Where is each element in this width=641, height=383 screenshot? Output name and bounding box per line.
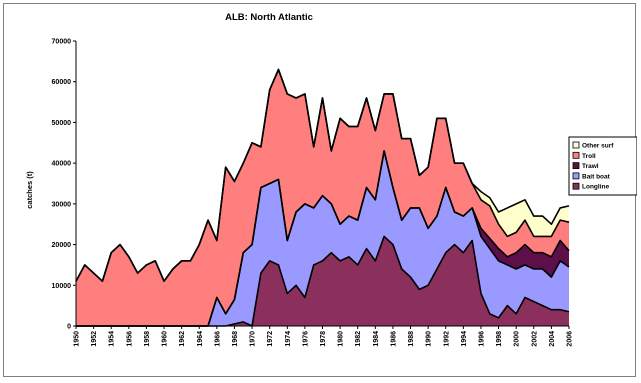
axes: 0 10000 20000 30000 40000 50000 60000 70000 1950… [52, 39, 574, 347]
x-tick-label: 1984 [373, 331, 380, 347]
area-troll [76, 69, 569, 326]
y-tick-label: 10000 [52, 283, 72, 290]
legend-swatch-other-surf [572, 141, 580, 149]
x-tick-label: 1986 [390, 331, 397, 347]
x-tick-label: 1974 [285, 331, 292, 347]
x-tick-label: 1968 [232, 331, 239, 347]
x-tick-label: 1966 [214, 331, 221, 347]
x-tick-label: 1950 [74, 331, 81, 347]
y-tick-label: 70000 [52, 39, 72, 46]
legend-swatch-longline [572, 182, 580, 190]
series-line-other-surf [75, 68, 570, 283]
x-tick-label: 2006 [567, 331, 574, 347]
x-tick-label: 1988 [408, 331, 415, 347]
x-tick-label: 1976 [302, 331, 309, 347]
x-tick-label: 1970 [250, 331, 257, 347]
x-tick-label: 2004 [549, 331, 556, 347]
x-tick-label: 1960 [162, 331, 169, 347]
x-tick-label: 1952 [91, 331, 98, 347]
stacked-areas [75, 68, 570, 327]
x-tick-label: 1982 [355, 331, 362, 347]
chart-title: ALB: North Atlantic [225, 12, 313, 23]
x-tick-label: 1990 [426, 331, 433, 347]
legend-label-other-surf: Other surf [582, 143, 614, 150]
x-tick-label: 1958 [144, 331, 151, 347]
x-tick-label: 1972 [267, 331, 274, 347]
legend-label-troll: Troll [582, 153, 596, 160]
legend-label-bait-boat: Bait boat [582, 173, 611, 180]
y-tick-label: 50000 [52, 120, 72, 127]
x-tick-label: 1980 [338, 331, 345, 347]
y-tick-label: 20000 [52, 242, 72, 249]
x-tick-label: 1964 [197, 331, 204, 347]
legend-swatch-troll [572, 151, 580, 159]
area-bait-boat [76, 150, 569, 326]
x-tick-label: 1954 [109, 331, 116, 347]
y-tick-label: 40000 [52, 161, 72, 168]
y-tick-label: 0 [67, 324, 71, 331]
x-tick-label: 1956 [126, 331, 133, 347]
x-tick-label: 1996 [478, 331, 485, 347]
x-tick-label: 1998 [496, 331, 503, 347]
x-tick-label: 1978 [320, 331, 327, 347]
x-tick-label: 2000 [514, 331, 521, 347]
x-tick-label: 1962 [179, 331, 186, 347]
y-tick-label: 30000 [52, 201, 72, 208]
legend-swatch-bait-boat [572, 172, 580, 180]
x-tick-label: 1994 [461, 331, 468, 347]
legend-box [568, 136, 637, 196]
area-longline [76, 236, 569, 326]
legend-label-trawl: Trawl [582, 163, 599, 170]
x-tick-label: 2002 [531, 331, 538, 347]
legend-label-longline: Longline [582, 184, 609, 191]
y-axis-label: catches (t) [25, 171, 34, 209]
chart-frame: ALB: North Atlantic catches (t) 0 10000 20… [3, 3, 637, 377]
legend: Other surf Troll Trawl Bait boat Longline [568, 136, 637, 196]
chart-svg: ALB: North Atlantic catches (t) 0 10000 20… [25, 12, 637, 347]
y-tick-label: 60000 [52, 79, 72, 86]
x-tick-label: 1992 [443, 331, 450, 347]
legend-swatch-trawl [572, 162, 580, 170]
